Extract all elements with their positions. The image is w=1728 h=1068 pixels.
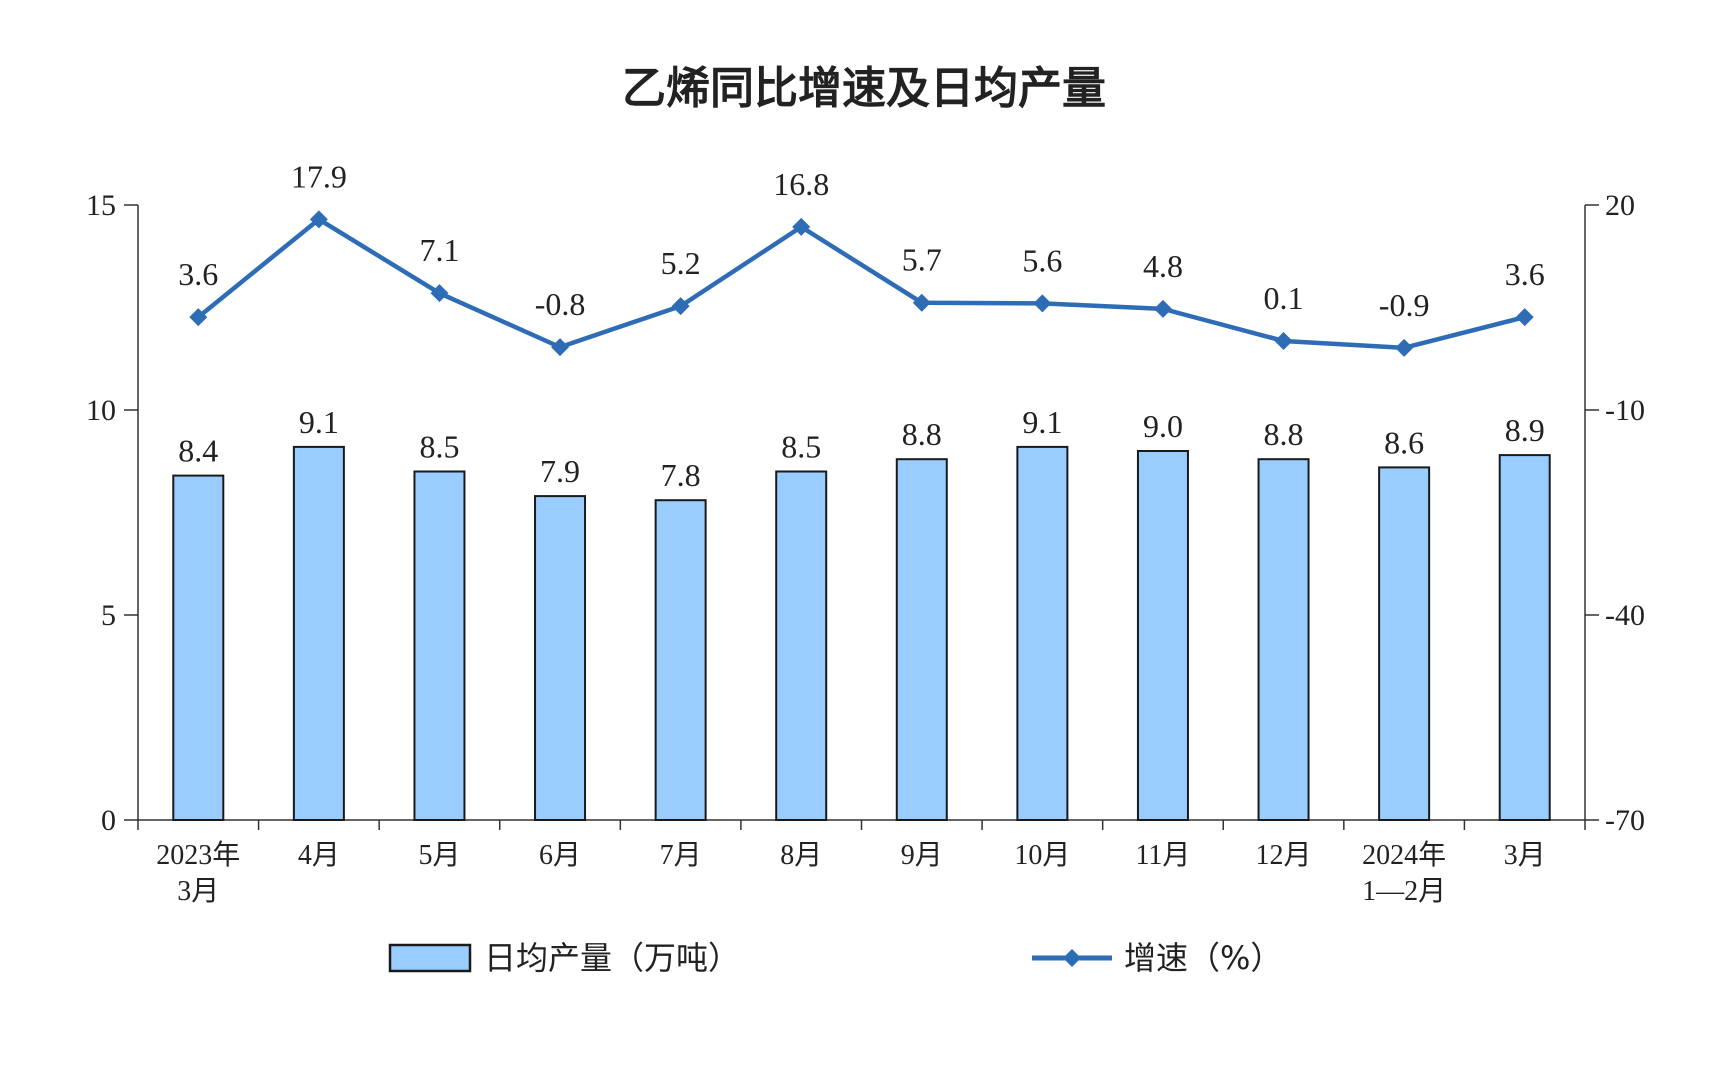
left-tick-label: 10 [86,394,116,427]
bar [775,470,828,821]
line-value-label: 3.6 [1505,256,1545,292]
bar [172,474,225,821]
bar-value-label: 8.8 [902,416,942,452]
bar-value-label: 8.5 [781,429,821,465]
line-value-label: -0.9 [1379,287,1430,323]
line-value-label: 0.1 [1264,280,1304,316]
category-label: 10月 [1014,840,1070,871]
right-tick-label: -40 [1605,599,1645,632]
bar [1136,450,1189,821]
growth-line [196,217,1526,351]
bar [1257,458,1310,821]
category-label: 4月 [298,840,340,871]
line-value-label: 5.7 [902,242,942,278]
left-tick-label: 0 [101,804,116,837]
category-label: 9月 [901,840,943,871]
line-point [1515,308,1534,327]
bar [1378,466,1431,821]
bar-value-label: 8.9 [1505,412,1545,448]
bar-value-label: 8.6 [1384,424,1424,460]
line-value-label: 17.9 [291,158,347,194]
right-tick-label: -10 [1605,394,1645,427]
right-tick-label: -70 [1605,804,1645,837]
category-label: 1—2月 [1362,876,1446,907]
line-point [912,293,931,312]
line-point [1395,338,1414,357]
bar [1016,445,1069,821]
line-value-label: 16.8 [773,166,829,202]
left-tick-label: 5 [101,599,116,632]
line-point [1274,331,1293,350]
category-label: 7月 [660,840,702,871]
category-label: 11月 [1135,840,1190,871]
bar [292,445,345,821]
category-label: 5月 [418,840,460,871]
line-value-label: 5.2 [661,245,701,281]
category-label: 2023年 [156,839,240,871]
line-point [1033,294,1052,313]
category-label: 8月 [780,840,822,871]
bar [534,495,587,821]
category-label: 3月 [177,876,219,907]
left-tick-label: 15 [86,189,116,222]
category-label: 2024年 [1362,839,1446,871]
bar-value-label: 8.5 [419,429,459,465]
line-value-label: 4.8 [1143,248,1183,284]
legend-bar-label: 日均产量（万吨） [484,939,740,977]
bar-value-label: 9.1 [1022,404,1062,440]
line-point [792,217,811,236]
bar-value-label: 8.8 [1264,416,1304,452]
bar [413,470,466,821]
line-value-label: 3.6 [178,256,218,292]
category-label: 12月 [1256,840,1312,871]
right-tick-label: 20 [1605,189,1635,222]
bar [1498,454,1551,821]
line-point [671,297,690,316]
legend-line-marker [1063,949,1081,967]
bar-value-label: 8.4 [178,433,218,469]
bar-value-label: 7.8 [661,457,701,493]
bar-value-label: 9.0 [1143,408,1183,444]
bar [895,458,948,821]
legend-bar-swatch [388,943,472,973]
line-point [430,284,449,303]
line-point [551,338,570,357]
bar-value-label: 9.1 [299,404,339,440]
line-point [1153,299,1172,318]
line-value-label: 5.6 [1022,242,1062,278]
bar-value-label: 7.9 [540,453,580,489]
legend-line-label: 增速（%） [1124,939,1282,977]
chart-title: 乙烯同比增速及日均产量 [622,63,1106,114]
category-label: 6月 [539,840,581,871]
bar [654,499,707,821]
line-point [189,308,208,327]
line-value-label: -0.8 [535,286,586,322]
line-value-label: 7.1 [419,232,459,268]
category-label: 3月 [1504,840,1546,871]
line-point [309,210,328,229]
